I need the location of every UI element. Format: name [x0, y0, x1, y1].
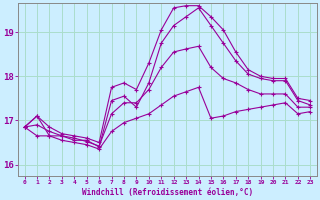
X-axis label: Windchill (Refroidissement éolien,°C): Windchill (Refroidissement éolien,°C) — [82, 188, 253, 197]
